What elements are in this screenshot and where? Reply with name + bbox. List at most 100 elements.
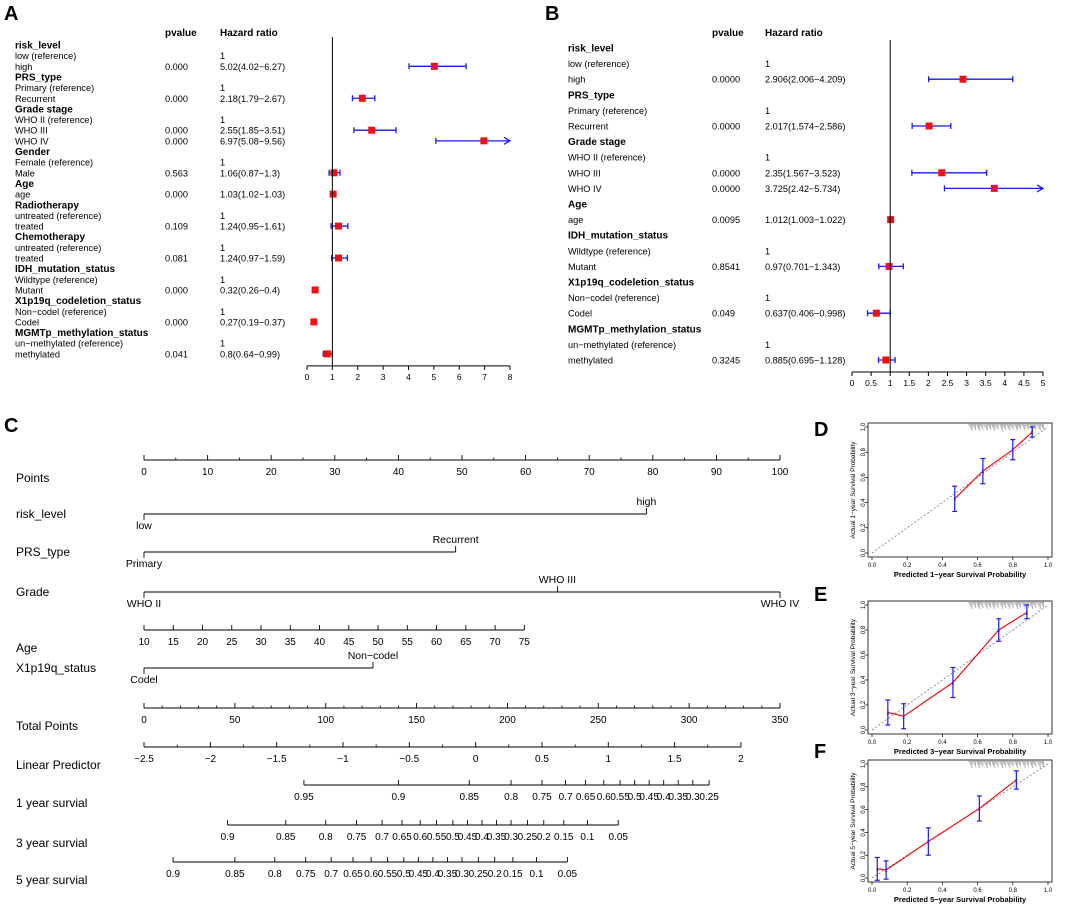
hazard-ratio-text: 1	[220, 115, 225, 125]
variable-header: X1p19q_codeletion_status	[15, 296, 142, 307]
calibration-point-marker: x	[978, 806, 981, 812]
hazard-ratio-text: 0.97(0.701−1.343)	[765, 262, 840, 272]
ci-arrow-head	[503, 136, 512, 145]
variable-header: X1p19q_codeletion_status	[568, 278, 695, 289]
hazard-ratio-text: 1	[765, 246, 770, 256]
x-tick-label: 0.2	[903, 563, 912, 569]
nomogram-row-label: Grade	[16, 585, 50, 599]
hazard-ratio-point	[311, 286, 319, 294]
row-label: un−methylated (reference)	[568, 340, 676, 350]
panel-letter-e: E	[814, 584, 827, 606]
variable-header: Age	[568, 200, 587, 211]
hazard-ratio-point	[330, 169, 338, 177]
nomogram-tick-label: −2.5	[134, 754, 154, 765]
y-axis-label: Actual 5−year Survival Probability	[850, 772, 857, 870]
x-tick-label: 0	[305, 372, 310, 382]
variable-header: PRS_type	[568, 90, 615, 101]
nomogram-tick-label: 50	[229, 715, 241, 726]
y-tick-label: 0.0	[861, 548, 867, 557]
nomogram-tick-label: 1	[605, 754, 611, 765]
y-tick-label: 0.6	[861, 473, 867, 482]
row-label: WHO II (reference)	[15, 115, 93, 125]
nomogram-row-label: Points	[16, 471, 49, 485]
nomogram-tick-label: −0.5	[399, 754, 419, 765]
nomogram-tick-label: 0.55	[610, 792, 630, 803]
row-label: low (reference)	[568, 59, 629, 69]
p-value: 0.041	[165, 349, 188, 359]
p-value: 0.0000	[712, 184, 740, 194]
row-label: Primary (reference)	[568, 106, 647, 116]
nomogram-tick-label: 0.65	[343, 869, 363, 880]
hazard-ratio-text: 1.24(0.95−1.61)	[220, 222, 285, 232]
nomogram-tick-label: 0.5	[446, 832, 460, 843]
nomogram-tick-label: 0.15	[554, 832, 574, 843]
calibration-point-marker: x	[952, 681, 955, 687]
nomogram-tick-label: 60	[520, 467, 532, 478]
row-label: Non−codel (reference)	[15, 307, 107, 317]
nomogram-tick-label: 0.9	[221, 832, 235, 843]
p-value: 0.109	[165, 222, 188, 232]
nomogram-level-label: high	[637, 496, 657, 508]
row-label: WHO IV	[15, 136, 50, 146]
nomogram-tick-label: 40	[393, 467, 405, 478]
row-label: Non−codel (reference)	[568, 293, 660, 303]
ci-arrow-head	[1036, 184, 1045, 193]
nomogram-tick-label: 0.55	[427, 832, 447, 843]
calibration-point-marker: x	[1011, 448, 1014, 454]
variable-header: Radiotherapy	[15, 200, 79, 211]
panel-letter-a: A	[4, 3, 18, 25]
x-tick-label: 0.2	[903, 740, 912, 746]
hazard-ratio-text: 0.27(0.19−0.37)	[220, 317, 285, 327]
nomogram-tick-label: 40	[314, 637, 326, 648]
panel-letter-b: B	[545, 3, 559, 25]
hazard-ratio-text: 1	[220, 307, 225, 317]
hazard-ratio-text: 1	[220, 243, 225, 253]
nomogram-tick-label: 0.2	[488, 869, 502, 880]
nomogram-tick-label: 0.95	[294, 792, 314, 803]
nomogram-level-label: Primary	[126, 558, 163, 570]
y-tick-label: 0.4	[861, 498, 867, 507]
nomogram-tick-label: 65	[460, 637, 472, 648]
nomogram-level-label: Recurrent	[433, 534, 479, 546]
column-header-pvalue: pvalue	[165, 28, 197, 39]
variable-header: Age	[15, 179, 34, 190]
x-tick-label: 7	[482, 372, 487, 382]
hazard-ratio-point	[480, 137, 488, 145]
panel-c: C Points 0 10 20 30 40 50 60 70 80 90 100risk_level…	[4, 415, 799, 887]
x-tick-label: 1.0	[1044, 563, 1053, 569]
hazard-ratio-text: 1	[765, 59, 770, 69]
nomogram-row-label: 5 year survial	[16, 873, 87, 887]
variable-header: Gender	[15, 147, 50, 158]
p-value: 0.8541	[712, 262, 740, 272]
y-tick-label: 1.0	[861, 600, 867, 609]
hazard-ratio-text: 1	[220, 158, 225, 168]
hazard-ratio-point	[882, 356, 890, 364]
nomogram-tick-label: 30	[255, 637, 267, 648]
hazard-ratio-point	[334, 254, 342, 262]
nomogram-tick-label: 0.25	[469, 869, 489, 880]
nomogram-tick-label: 0.85	[225, 869, 245, 880]
hazard-ratio-text: 1.24(0.97−1.59)	[220, 254, 285, 264]
p-value: 0.000	[165, 94, 188, 104]
nomogram-tick-label: 0.4	[475, 832, 489, 843]
hazard-ratio-text: 1.012(1.003−1.022)	[765, 215, 845, 225]
y-tick-label: 0.0	[861, 873, 867, 882]
p-value: 0.049	[712, 309, 735, 319]
calibration-plot-frame	[867, 759, 1053, 883]
row-label: Male	[15, 168, 35, 178]
nomogram-tick-label: 0.75	[296, 869, 316, 880]
nomogram-tick-label: 60	[431, 637, 443, 648]
row-label: Recurrent	[568, 122, 609, 132]
nomogram-tick-label: 55	[402, 637, 414, 648]
hazard-ratio-point	[872, 309, 880, 317]
row-label: Female (reference)	[15, 158, 93, 168]
calibration-curve	[887, 611, 1028, 717]
hazard-ratio-text: 2.55(1.85−3.51)	[220, 126, 285, 136]
nomogram-tick-label: 20	[266, 467, 278, 478]
nomogram-tick-label: 0.7	[559, 792, 573, 803]
nomogram-tick-label: 0.1	[530, 869, 544, 880]
nomogram-tick-label: 0.7	[324, 869, 338, 880]
y-axis-label: Actual 1−year Survival Probability	[850, 441, 857, 539]
nomogram-tick-label: −2	[205, 754, 217, 765]
